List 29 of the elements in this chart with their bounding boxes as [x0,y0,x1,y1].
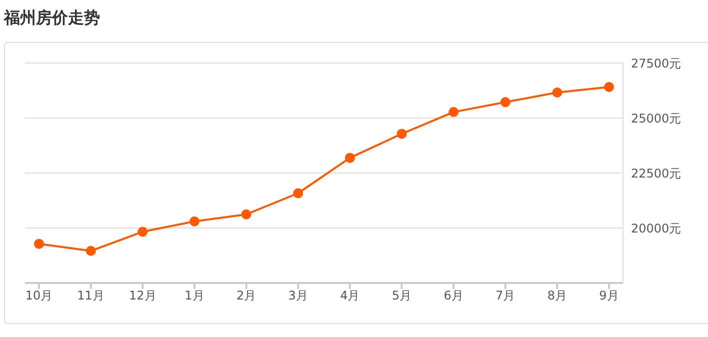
x-tick-label: 4月 [340,288,360,303]
chart-title: 福州房价走势 [4,8,101,29]
point [138,226,148,237]
y-tick-label: 20000元 [631,221,682,236]
x-tick-label: 10月 [25,288,53,303]
x-tick-label: 11月 [77,288,104,303]
x-tick-label: 7月 [496,288,516,303]
point [604,82,614,92]
x-tick-label: 1月 [184,288,204,303]
x-tick-label: 8月 [547,288,567,303]
x-tick-label: 2月 [236,288,256,303]
x-tick-label: 12月 [128,288,156,303]
point [241,209,252,220]
point [396,128,407,139]
x-tick-label: 6月 [444,288,464,303]
point [34,238,44,249]
point [293,188,304,198]
x-tick-label: 3月 [288,288,308,303]
point [86,246,96,256]
y-tick-label: 27500元 [631,56,682,70]
x-tick-label: 5月 [392,288,412,303]
point [448,107,459,118]
y-tick-label: 22500元 [631,166,682,180]
x-tick-label: 9月 [599,288,619,303]
point [344,152,355,163]
point [500,97,510,108]
point [189,216,200,226]
y-tick-label: 25000元 [631,111,682,126]
point [552,87,562,98]
